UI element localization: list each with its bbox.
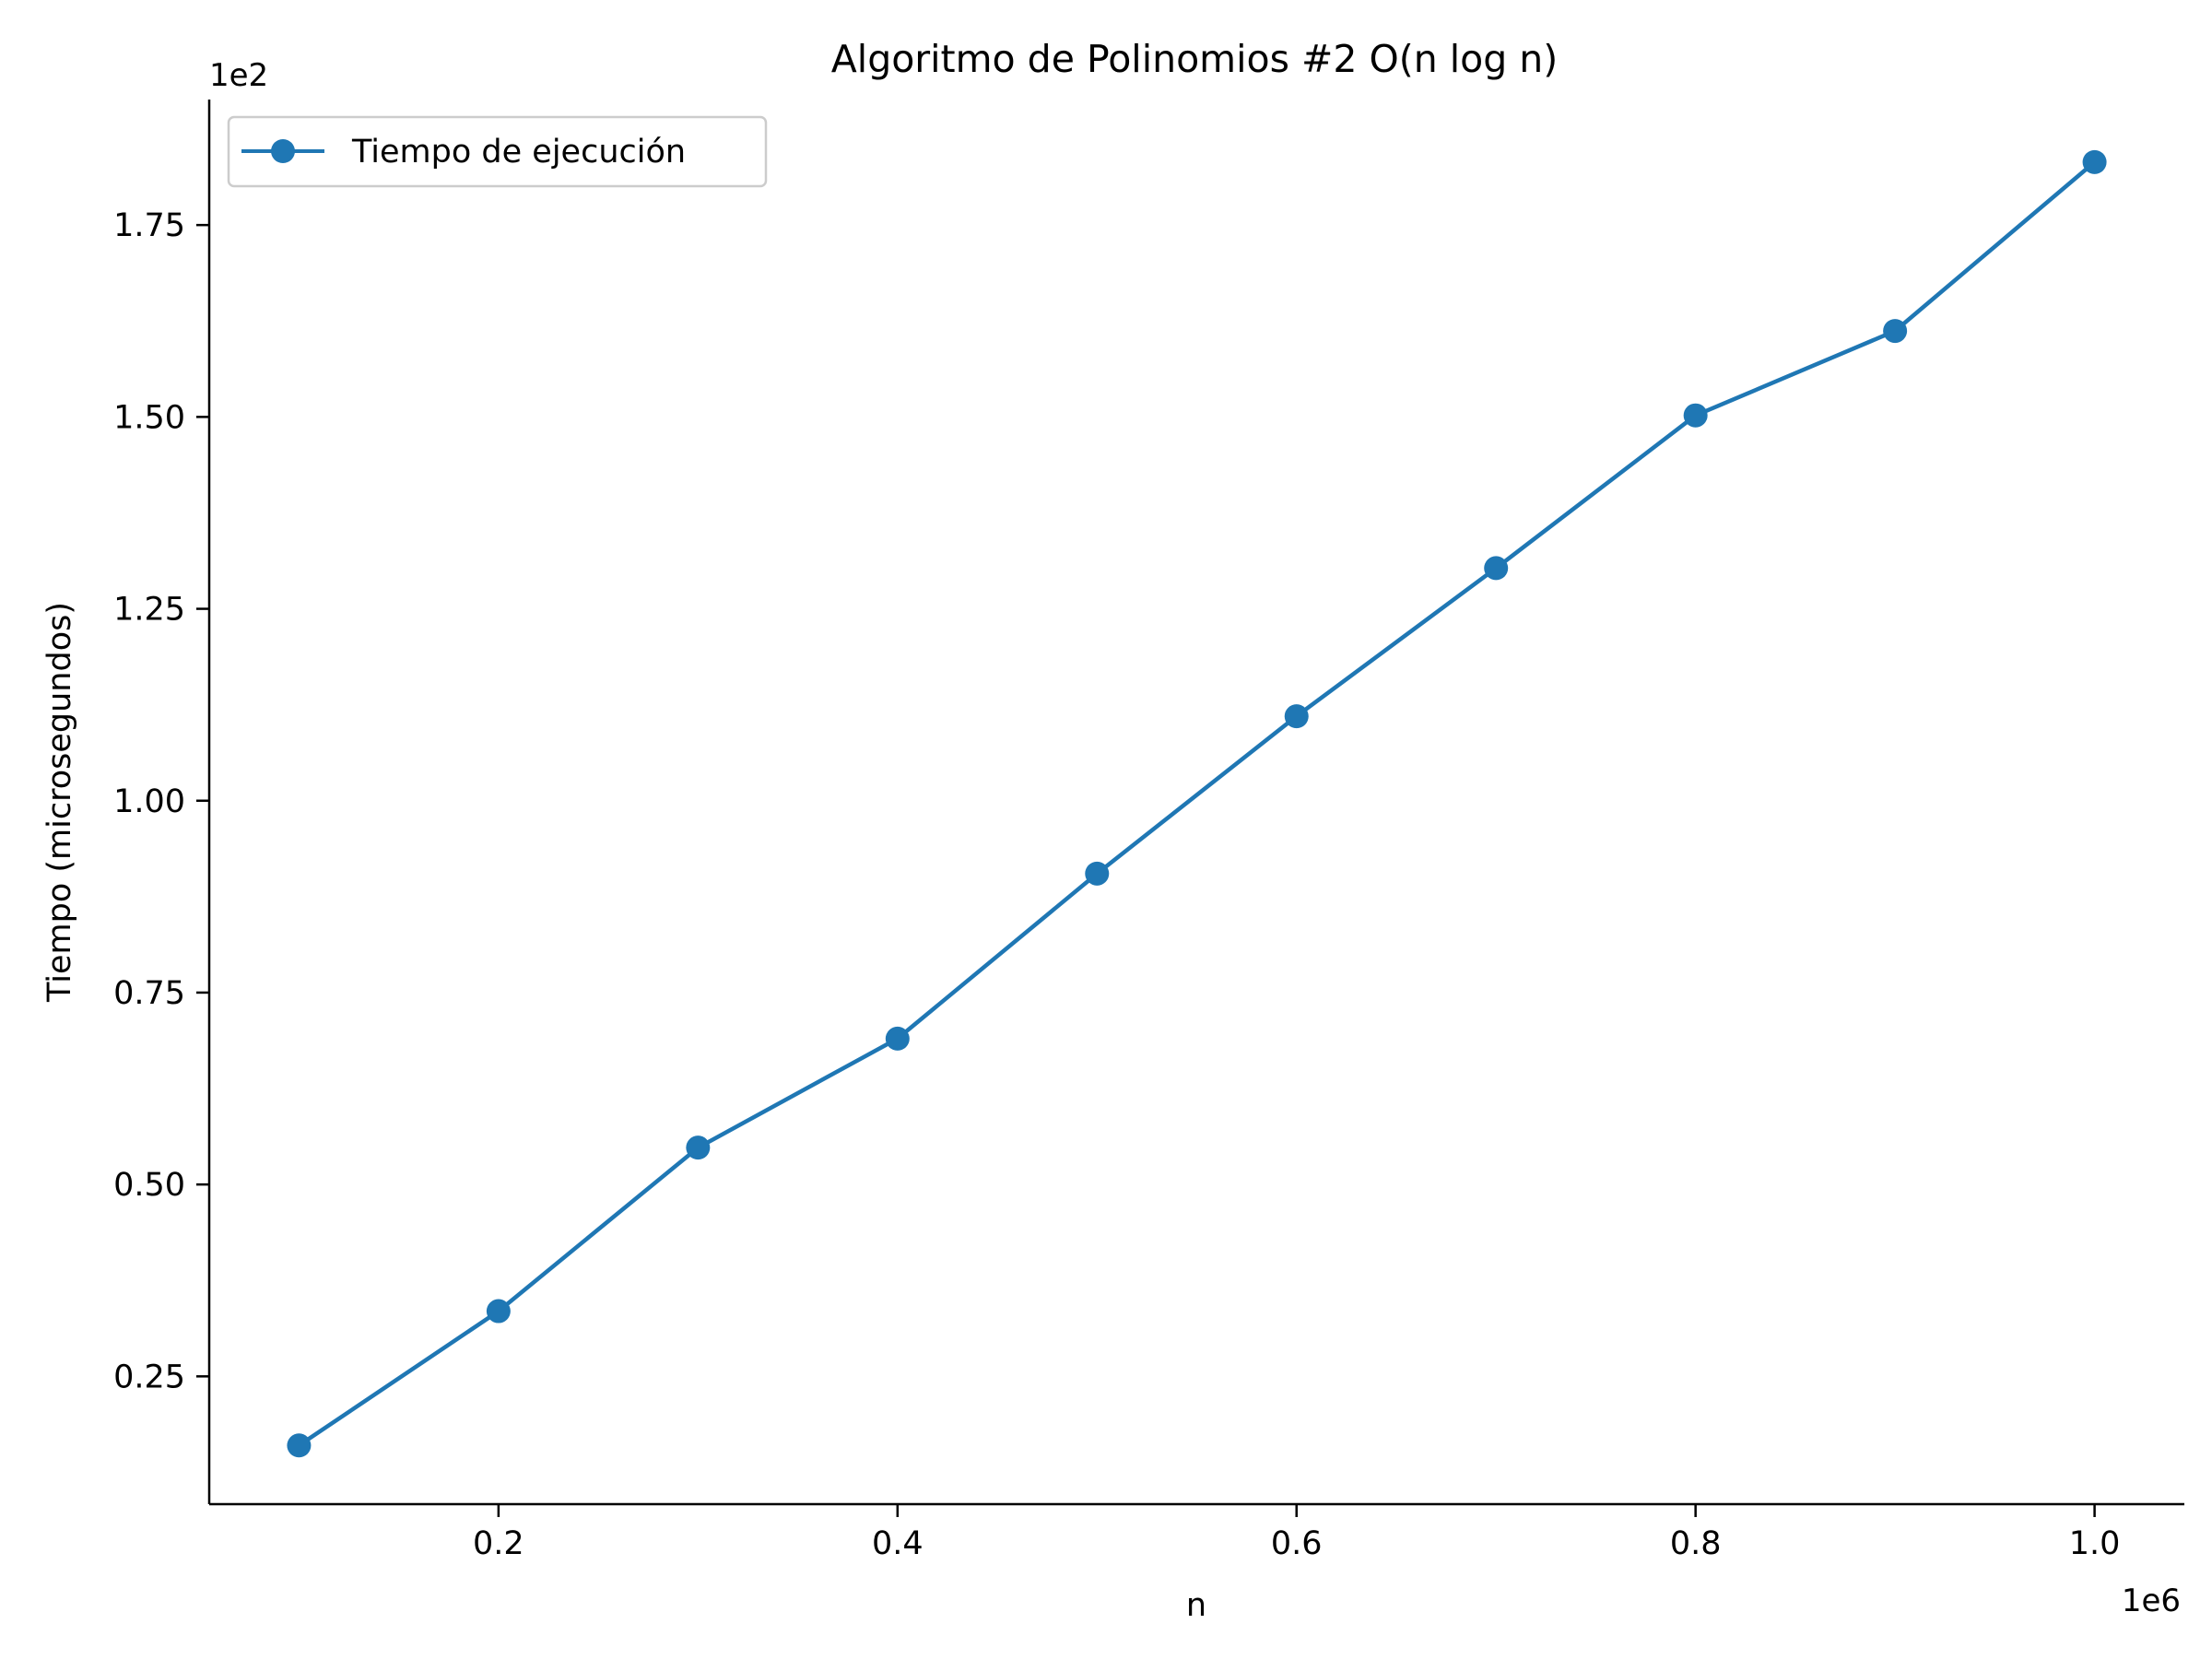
y-tick-label: 0.75	[113, 975, 185, 1012]
x-ticks: 0.2 0.4 0.6 0.8 1.0	[473, 1504, 2120, 1562]
data-point	[1883, 319, 1908, 344]
y-axis-label: Tiempo (microsegundos)	[41, 602, 78, 1003]
x-tick-label: 0.6	[1271, 1525, 1323, 1562]
series-line	[298, 160, 2097, 1448]
x-axis-label: n	[1186, 1587, 1206, 1624]
legend-label: Tiempo de ejecución	[351, 134, 686, 171]
data-point	[1284, 704, 1309, 729]
series-layer	[287, 149, 2107, 1458]
y-tick-label: 1.25	[113, 592, 185, 629]
legend: Tiempo de ejecución	[227, 115, 768, 188]
y-tick-label: 1.75	[113, 207, 185, 244]
y-tick-label: 1.50	[113, 399, 185, 436]
x-tick-label: 1.0	[2069, 1525, 2121, 1562]
data-point	[686, 1135, 711, 1160]
x-tick-label: 0.2	[473, 1525, 524, 1562]
data-point	[1085, 861, 1110, 886]
y-offset-label: 1e2	[209, 57, 268, 94]
data-point	[1683, 403, 1708, 428]
y-tick-label: 0.50	[113, 1167, 185, 1204]
data-point	[1484, 556, 1509, 581]
data-point	[2082, 149, 2107, 174]
plot-area: 0.2 0.4 0.6 0.8 1.0 0.25 0.50 0.75 1.00 1.25 1.50…	[113, 100, 2184, 1562]
y-tick-label: 0.25	[113, 1359, 185, 1395]
x-tick-label: 0.4	[872, 1525, 924, 1562]
x-tick-label: 0.8	[1670, 1525, 1722, 1562]
x-offset-label: 1e6	[2122, 1583, 2181, 1619]
data-point	[885, 1026, 910, 1051]
y-ticks: 0.25 0.50 0.75 1.00 1.25 1.50 1.75	[113, 207, 209, 1395]
legend-marker	[271, 139, 295, 163]
y-tick-label: 1.00	[113, 783, 185, 820]
chart-title: Algoritmo de Polinomios #2 O(n log n)	[831, 37, 1559, 81]
data-point	[486, 1299, 511, 1324]
data-point	[287, 1433, 312, 1458]
legend-box	[227, 115, 768, 188]
